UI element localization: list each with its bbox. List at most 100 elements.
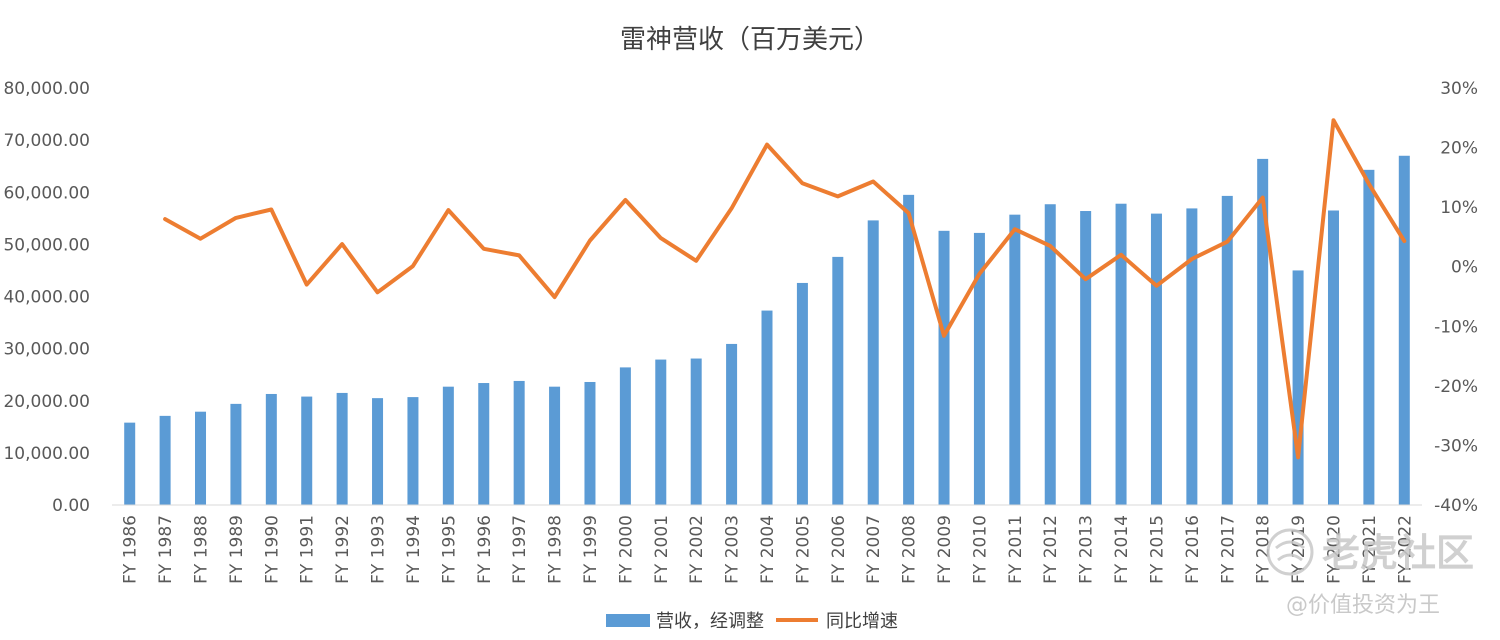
legend-label-revenue: 营收，经调整 [656, 611, 764, 632]
x-tick-label: FY 1996 [475, 515, 495, 584]
bar [690, 358, 702, 505]
x-tick-label: FY 2008 [900, 515, 920, 584]
bar [442, 386, 454, 505]
y-left-tick-label: 10,000.00 [3, 444, 90, 464]
bar [407, 397, 419, 505]
x-tick-label: FY 2017 [1218, 515, 1238, 584]
bar [832, 256, 844, 505]
y-right-tick-label: 0% [1451, 258, 1478, 278]
x-tick-label: FY 2011 [1006, 515, 1026, 584]
bar [265, 393, 277, 505]
x-tick-label: FY 2003 [723, 515, 743, 584]
bar [195, 411, 207, 505]
x-tick-label: FY 2005 [793, 515, 813, 584]
right-axis: -40% -30% -20% -10% 0% 10% 20% 30% [1434, 79, 1478, 516]
x-tick-label: FY 2020 [1324, 515, 1344, 584]
bar [230, 403, 242, 505]
watermark-site: 老虎社区 [1322, 531, 1474, 575]
chart-title: 雷神营收（百万美元） [620, 25, 880, 55]
x-tick-label: FY 1990 [262, 515, 282, 584]
legend-item-revenue: 营收，经调整 [606, 611, 764, 632]
bar [301, 396, 313, 505]
x-tick-label: FY 2004 [758, 515, 778, 584]
bar [478, 383, 490, 505]
x-tick-label: FY 2012 [1041, 515, 1061, 584]
x-tick-label: FY 2007 [864, 515, 884, 584]
bar [1044, 204, 1056, 505]
bar [903, 194, 915, 505]
y-left-tick-label: 50,000.00 [3, 235, 90, 255]
x-tick-label: FY 2015 [1147, 515, 1167, 584]
bar [655, 359, 667, 505]
left-axis: 0.00 10,000.00 20,000.00 30,000.00 40,000.00… [3, 79, 90, 516]
y-right-tick-label: 10% [1440, 198, 1478, 218]
x-tick-label: FY 1998 [546, 515, 566, 584]
x-tick-label: FY 2002 [687, 515, 707, 584]
x-tick-label: FY 2013 [1077, 515, 1097, 584]
x-tick-label: FY 1992 [333, 515, 353, 584]
x-tick-label: FY 1999 [581, 515, 601, 584]
bar [726, 343, 738, 505]
x-tick-label: FY 1993 [369, 515, 389, 584]
x-tick-label: FY 1986 [121, 515, 141, 584]
bar [1292, 270, 1304, 505]
legend: 营收，经调整 同比增速 [606, 611, 898, 632]
x-tick-label: FY 1988 [192, 515, 212, 584]
x-tick-label: FY 1989 [227, 515, 247, 584]
line-series [163, 118, 1407, 460]
x-tick-label: FY 2016 [1183, 515, 1203, 584]
bar [1009, 214, 1021, 505]
x-tick-label: FY 2000 [616, 515, 636, 584]
x-tick-label: FY 1987 [156, 515, 176, 584]
y-left-tick-label: 0.00 [52, 496, 90, 516]
bar [159, 415, 171, 505]
growth-line [163, 118, 1407, 460]
x-tick-label: FY 2010 [970, 515, 990, 584]
bar [1327, 210, 1339, 505]
y-right-tick-label: 30% [1440, 79, 1478, 99]
watermark-handle: @价值投资为王 [1286, 593, 1440, 618]
tiger-logo-icon [1266, 528, 1314, 576]
y-left-tick-label: 40,000.00 [3, 288, 90, 308]
bar [867, 220, 879, 505]
bar [1363, 169, 1375, 505]
y-right-tick-label: -20% [1434, 377, 1478, 397]
x-tick-label: FY 2014 [1112, 515, 1132, 584]
bar [796, 282, 808, 505]
bar [584, 381, 596, 505]
bar [1150, 213, 1162, 505]
bar [1186, 208, 1198, 505]
bar [549, 386, 561, 505]
bar [973, 232, 985, 505]
y-left-tick-label: 30,000.00 [3, 340, 90, 360]
y-right-tick-label: -30% [1434, 436, 1478, 456]
legend-item-growth: 同比增速 [776, 611, 898, 632]
y-right-tick-label: -10% [1434, 317, 1478, 337]
x-tick-label: FY 2021 [1360, 515, 1380, 584]
y-left-tick-label: 70,000.00 [3, 131, 90, 151]
x-tick-label: FY 1991 [298, 515, 318, 584]
bar [372, 398, 384, 505]
y-left-tick-label: 20,000.00 [3, 392, 90, 412]
bar [761, 310, 773, 505]
bar [938, 230, 950, 505]
x-tick-label: FY 2018 [1254, 515, 1274, 584]
y-left-tick-label: 80,000.00 [3, 79, 90, 99]
bar [619, 367, 631, 505]
bar-series [124, 155, 1410, 505]
x-tick-label: FY 2009 [935, 515, 955, 584]
x-tick-label: FY 2022 [1395, 515, 1415, 584]
bar [1115, 203, 1127, 505]
x-tick-label: FY 2019 [1289, 515, 1309, 584]
x-tick-label: FY 1995 [439, 515, 459, 584]
bar [1080, 211, 1092, 505]
legend-label-growth: 同比增速 [826, 611, 898, 632]
x-tick-label: FY 2006 [829, 515, 849, 584]
bar [1257, 158, 1269, 505]
y-left-tick-label: 60,000.00 [3, 183, 90, 203]
bar [336, 392, 348, 505]
bar [513, 380, 525, 505]
tiger-logo-stripe [1275, 540, 1305, 562]
x-tick-label: FY 1997 [510, 515, 530, 584]
